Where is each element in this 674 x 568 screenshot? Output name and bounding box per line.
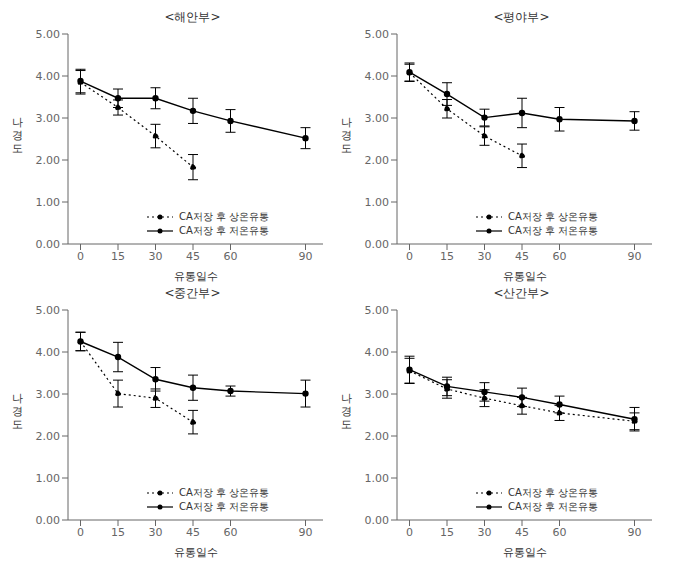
svg-text:3.00: 3.00 xyxy=(365,112,390,125)
svg-text:45: 45 xyxy=(515,526,529,539)
svg-text:0.00: 0.00 xyxy=(36,238,61,251)
html-text:CA저장 후 상온유통: CA저장 후 상온유통 xyxy=(178,211,270,222)
svg-text:45: 45 xyxy=(186,250,200,263)
html-text:CA저장 후 저온유통: CA저장 후 저온유통 xyxy=(178,225,270,236)
html-text:<산간부>: <산간부> xyxy=(493,286,550,300)
svg-text:4.00: 4.00 xyxy=(365,70,390,83)
svg-text:2.00: 2.00 xyxy=(36,430,61,443)
svg-text:유통일수: 유통일수 xyxy=(174,270,218,283)
svg-text:0: 0 xyxy=(406,526,413,539)
svg-text:2.00: 2.00 xyxy=(365,154,390,167)
html-text:나: 나 xyxy=(11,391,23,405)
svg-text:0.00: 0.00 xyxy=(365,514,390,527)
svg-text:유통일수: 유통일수 xyxy=(174,546,218,559)
html-text:나: 나 xyxy=(11,115,23,129)
html-text:CA저장 후 상온유통: CA저장 후 상온유통 xyxy=(507,487,599,498)
svg-text:2.00: 2.00 xyxy=(36,154,61,167)
html-text:CA저장 후 저온유통: CA저장 후 저온유통 xyxy=(507,225,599,236)
svg-text:3.00: 3.00 xyxy=(365,388,390,401)
svg-text:유통일수: 유통일수 xyxy=(503,270,547,283)
svg-text:90: 90 xyxy=(628,250,642,263)
svg-text:15: 15 xyxy=(111,250,125,263)
html-text:<중간부>: <중간부> xyxy=(164,286,221,300)
svg-text:0: 0 xyxy=(406,250,413,263)
html-text:<해안부>: <해안부> xyxy=(164,10,221,24)
svg-text:유통일수: 유통일수 xyxy=(503,546,547,559)
html-text:경: 경 xyxy=(11,128,23,142)
html-text:경: 경 xyxy=(11,404,23,418)
svg-text:60: 60 xyxy=(553,250,567,263)
html-text:나: 나 xyxy=(340,115,352,129)
svg-text:5.00: 5.00 xyxy=(365,28,390,41)
html-text:나: 나 xyxy=(340,391,352,405)
svg-text:5.00: 5.00 xyxy=(36,28,61,41)
html-text:도: 도 xyxy=(340,417,352,431)
svg-text:15: 15 xyxy=(111,526,125,539)
html-text:CA저장 후 저온유통: CA저장 후 저온유통 xyxy=(507,501,599,512)
svg-text:3.00: 3.00 xyxy=(36,112,61,125)
svg-text:0: 0 xyxy=(77,526,84,539)
svg-text:90: 90 xyxy=(299,526,313,539)
html-text:CA저장 후 저온유통: CA저장 후 저온유통 xyxy=(178,501,270,512)
svg-text:0.00: 0.00 xyxy=(36,514,61,527)
svg-text:30: 30 xyxy=(478,250,492,263)
html-text:경: 경 xyxy=(340,404,352,418)
html-text:경: 경 xyxy=(340,128,352,142)
svg-text:4.00: 4.00 xyxy=(365,346,390,359)
html-text:<평야부>: <평야부> xyxy=(493,10,550,24)
svg-text:1.00: 1.00 xyxy=(365,196,390,209)
svg-text:90: 90 xyxy=(628,526,642,539)
html-text:CA저장 후 상온유통: CA저장 후 상온유통 xyxy=(507,211,599,222)
svg-text:45: 45 xyxy=(515,250,529,263)
svg-text:30: 30 xyxy=(149,526,163,539)
svg-text:1.00: 1.00 xyxy=(365,472,390,485)
svg-text:1.00: 1.00 xyxy=(36,196,61,209)
svg-text:15: 15 xyxy=(440,526,454,539)
svg-text:5.00: 5.00 xyxy=(365,304,390,317)
svg-text:30: 30 xyxy=(149,250,163,263)
svg-text:1.00: 1.00 xyxy=(36,472,61,485)
svg-text:0.00: 0.00 xyxy=(365,238,390,251)
html-text:도: 도 xyxy=(11,417,23,431)
svg-text:45: 45 xyxy=(186,526,200,539)
svg-text:4.00: 4.00 xyxy=(36,70,61,83)
svg-text:90: 90 xyxy=(299,250,313,263)
html-text:도: 도 xyxy=(11,141,23,155)
svg-text:60: 60 xyxy=(224,526,238,539)
html-text:도: 도 xyxy=(340,141,352,155)
svg-text:3.00: 3.00 xyxy=(36,388,61,401)
svg-text:15: 15 xyxy=(440,250,454,263)
html-text:CA저장 후 상온유통: CA저장 후 상온유통 xyxy=(178,487,270,498)
svg-text:60: 60 xyxy=(224,250,238,263)
svg-text:30: 30 xyxy=(478,526,492,539)
svg-text:4.00: 4.00 xyxy=(36,346,61,359)
svg-text:0: 0 xyxy=(77,250,84,263)
svg-text:5.00: 5.00 xyxy=(36,304,61,317)
svg-text:60: 60 xyxy=(553,526,567,539)
svg-text:2.00: 2.00 xyxy=(365,430,390,443)
